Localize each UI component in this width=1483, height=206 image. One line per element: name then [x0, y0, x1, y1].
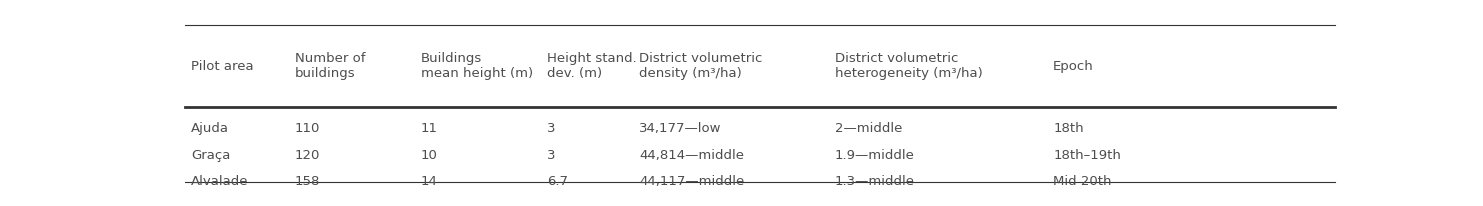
Text: 18th: 18th — [1053, 121, 1084, 134]
Text: Number of
buildings: Number of buildings — [295, 52, 365, 80]
Text: District volumetric
density (m³/ha): District volumetric density (m³/ha) — [639, 52, 762, 80]
Text: Graça: Graça — [191, 148, 230, 161]
Text: 2—middle: 2—middle — [835, 121, 902, 134]
Text: 1.3—middle: 1.3—middle — [835, 174, 915, 187]
Text: 6.7: 6.7 — [547, 174, 568, 187]
Text: Epoch: Epoch — [1053, 60, 1094, 73]
Text: 10: 10 — [421, 148, 437, 161]
Text: 44,117—middle: 44,117—middle — [639, 174, 744, 187]
Text: District volumetric
heterogeneity (m³/ha): District volumetric heterogeneity (m³/ha… — [835, 52, 983, 80]
Text: 3: 3 — [547, 148, 556, 161]
Text: Height stand.
dev. (m): Height stand. dev. (m) — [547, 52, 638, 80]
Text: 18th–19th: 18th–19th — [1053, 148, 1121, 161]
Text: 34,177—low: 34,177—low — [639, 121, 722, 134]
Text: 158: 158 — [295, 174, 320, 187]
Text: 120: 120 — [295, 148, 320, 161]
Text: 11: 11 — [421, 121, 437, 134]
Text: 3: 3 — [547, 121, 556, 134]
Text: Pilot area: Pilot area — [191, 60, 254, 73]
Text: 44,814—middle: 44,814—middle — [639, 148, 744, 161]
Text: 14: 14 — [421, 174, 437, 187]
Text: Ajuda: Ajuda — [191, 121, 228, 134]
Text: Alvalade: Alvalade — [191, 174, 249, 187]
Text: 1.9—middle: 1.9—middle — [835, 148, 915, 161]
Text: 110: 110 — [295, 121, 320, 134]
Text: Mid 20th: Mid 20th — [1053, 174, 1112, 187]
Text: Buildings
mean height (m): Buildings mean height (m) — [421, 52, 532, 80]
